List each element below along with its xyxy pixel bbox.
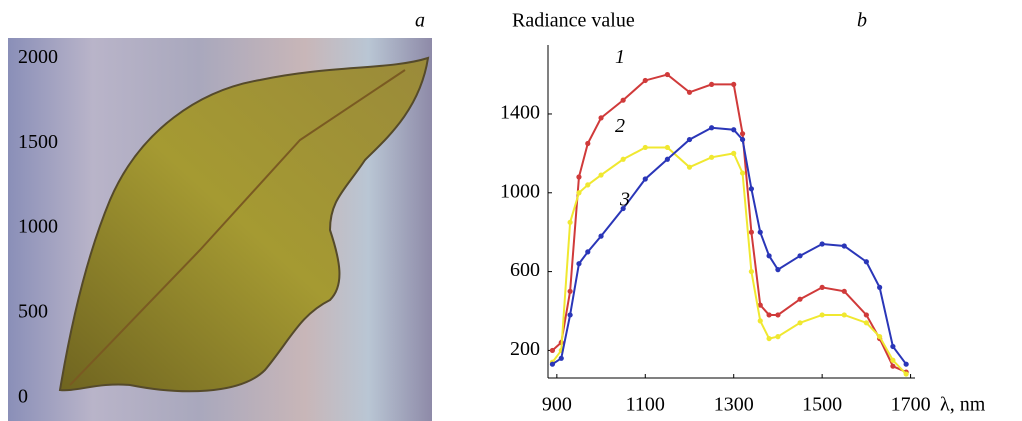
- point: [620, 156, 626, 162]
- point: [748, 268, 754, 275]
- point: [686, 89, 693, 95]
- point: [739, 131, 746, 137]
- point: [757, 302, 763, 308]
- point: [890, 343, 896, 350]
- y-tick-label: 600: [510, 259, 540, 281]
- point: [549, 361, 556, 367]
- y-tick-label: 0: [18, 386, 28, 408]
- point: [642, 144, 648, 151]
- y-tick-label: 200: [510, 338, 540, 360]
- series-label: 3: [619, 189, 630, 211]
- series-line: [551, 146, 907, 375]
- point: [863, 320, 869, 326]
- point: [797, 296, 803, 302]
- x-axis-label: λ, nm: [940, 394, 986, 416]
- x-tick-label: 1100: [626, 394, 665, 416]
- panel-label: b: [857, 10, 867, 32]
- point: [841, 288, 847, 294]
- point: [797, 320, 803, 326]
- point: [709, 125, 715, 131]
- point: [775, 312, 781, 318]
- point: [642, 176, 648, 182]
- point: [903, 371, 909, 377]
- point: [567, 219, 573, 225]
- point: [620, 205, 626, 212]
- point: [731, 150, 737, 156]
- point: [775, 267, 781, 273]
- point: [841, 312, 847, 318]
- point: [664, 144, 670, 151]
- point: [863, 312, 869, 318]
- y-axis-label: Radiance value: [512, 10, 635, 32]
- point: [766, 312, 772, 318]
- x-tick-label: 1500: [802, 394, 842, 416]
- point: [567, 312, 573, 318]
- point: [576, 261, 582, 267]
- point: [664, 156, 670, 162]
- series-line: [551, 73, 907, 374]
- point: [585, 140, 591, 147]
- point: [558, 355, 564, 361]
- point: [549, 347, 556, 354]
- y-tick-label: 1500: [18, 131, 58, 153]
- point: [748, 229, 754, 235]
- point: [775, 334, 781, 340]
- y-tick-label: 1400: [500, 102, 540, 124]
- point: [797, 253, 803, 259]
- point: [664, 71, 670, 78]
- point: [686, 164, 693, 170]
- point: [739, 136, 746, 143]
- point: [598, 233, 604, 239]
- point: [576, 190, 582, 196]
- series-label: 2: [615, 115, 625, 137]
- point: [748, 186, 754, 192]
- x-tick-label: 900: [542, 394, 572, 416]
- point: [819, 312, 825, 318]
- point: [598, 115, 604, 121]
- point: [819, 241, 825, 247]
- point: [841, 243, 847, 249]
- point: [757, 318, 763, 324]
- point: [686, 136, 693, 143]
- y-tick-label: 500: [18, 301, 48, 323]
- point: [903, 361, 909, 367]
- point: [567, 288, 573, 294]
- point: [709, 81, 715, 88]
- series-line: [551, 126, 907, 366]
- point: [863, 259, 869, 265]
- point: [731, 127, 737, 133]
- point: [585, 249, 591, 255]
- point: [766, 335, 772, 342]
- x-tick-label: 1700: [891, 394, 931, 416]
- point: [585, 182, 591, 188]
- point: [598, 172, 604, 178]
- point: [757, 229, 763, 235]
- y-tick-label: 1000: [18, 216, 58, 238]
- panel-label: a: [415, 10, 425, 32]
- point: [877, 334, 883, 340]
- point: [576, 174, 582, 180]
- point: [620, 97, 626, 103]
- point: [739, 170, 746, 176]
- y-tick-label: 1000: [500, 180, 540, 202]
- point: [890, 363, 896, 369]
- point: [642, 77, 648, 84]
- point: [877, 284, 883, 290]
- point: [709, 154, 715, 160]
- point: [819, 284, 825, 290]
- point: [731, 81, 737, 88]
- leaf-image: [8, 38, 432, 421]
- point: [766, 253, 772, 259]
- point: [890, 357, 896, 363]
- series-label: 1: [615, 46, 625, 68]
- x-tick-label: 1300: [714, 394, 754, 416]
- y-tick-label: 2000: [18, 46, 58, 68]
